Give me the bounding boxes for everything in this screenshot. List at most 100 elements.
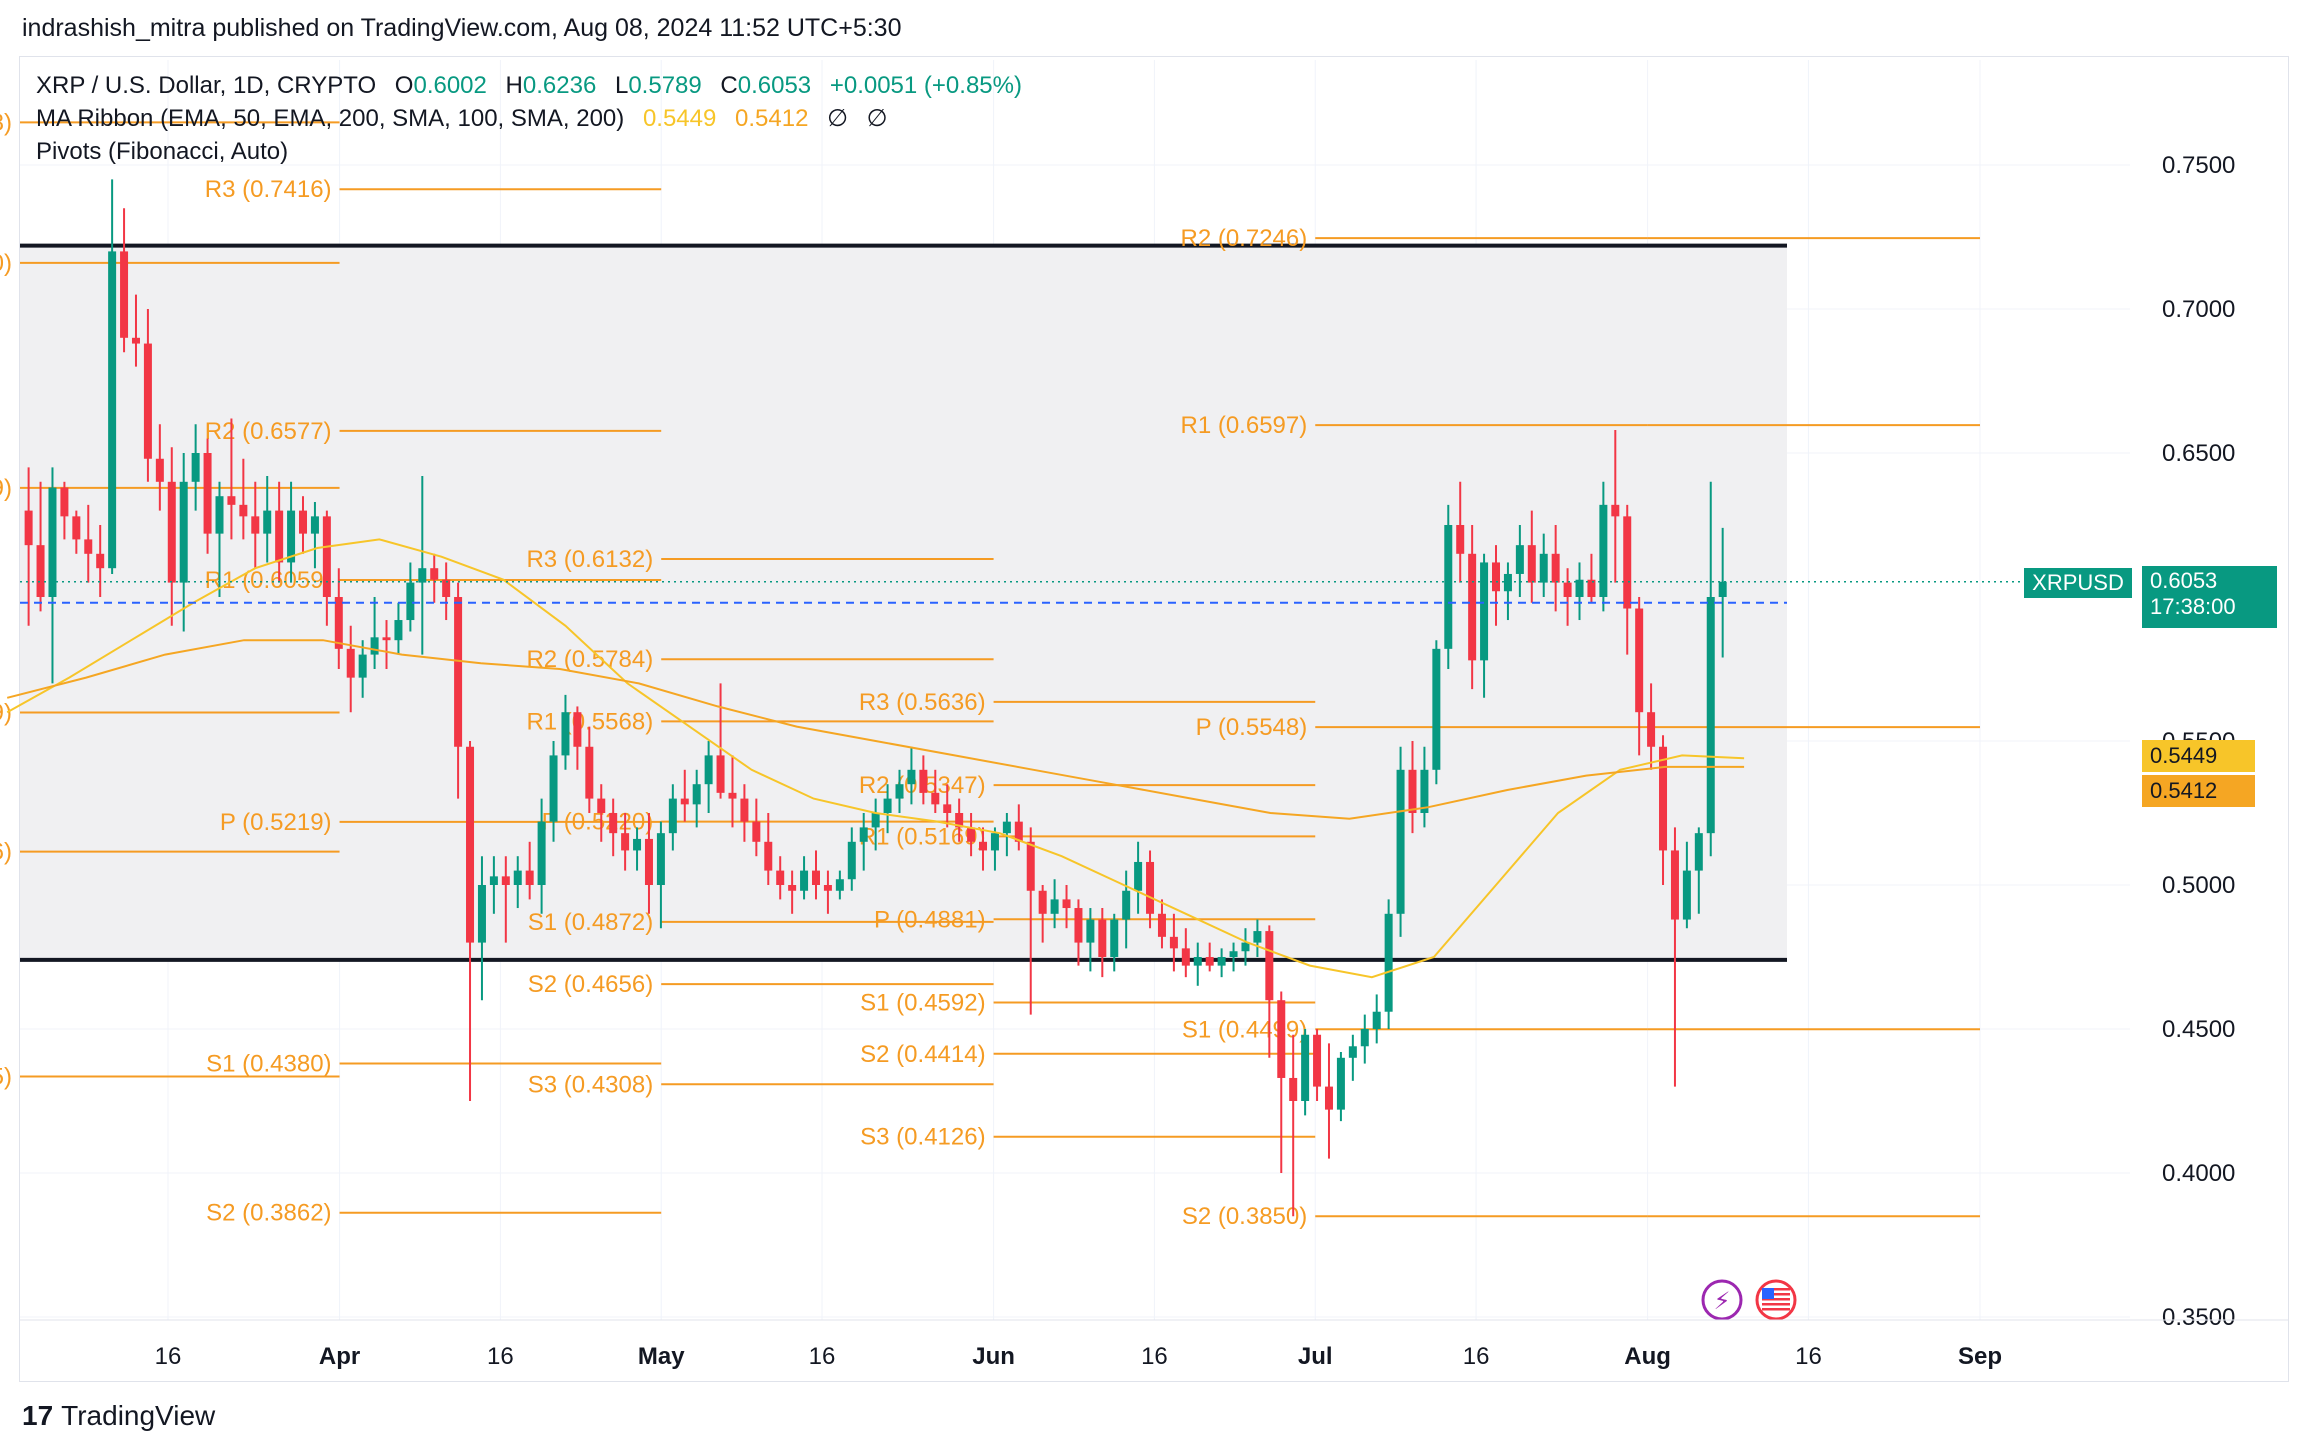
candle-body: [513, 870, 522, 885]
candle-body: [585, 746, 594, 799]
candle-body: [1420, 769, 1429, 813]
candle-body: [704, 755, 713, 785]
pivot-level-label: S3 (0.4335): [0, 1064, 12, 1091]
candle-body: [1456, 525, 1465, 554]
legend-close: 0.6053: [737, 72, 812, 99]
candle-body: [811, 870, 820, 885]
legend-open: 0.6002: [413, 72, 487, 99]
candle-body: [358, 654, 367, 678]
chart-frame: [19, 56, 2289, 1382]
candle-body: [823, 885, 832, 891]
y-axis-tick: 0.5000: [2162, 872, 2235, 899]
symbol-price-badge: XRPUSD: [2024, 568, 2132, 598]
legend-ma-ribbon[interactable]: MA Ribbon (EMA, 50, EMA, 200, SMA, 100, …: [36, 104, 888, 133]
candle-body: [394, 620, 403, 641]
legend-close-label: C: [720, 72, 738, 99]
pivot-level-label: R2 (0.6577): [205, 418, 332, 445]
x-axis-tick: 16: [1141, 1343, 1168, 1370]
pivot-level-label: S2 (0.5116): [0, 839, 12, 866]
tradingview-mark-icon: 17: [22, 1400, 54, 1431]
legend-symbol[interactable]: XRP / U.S. Dollar, 1D, CRYPTO: [36, 72, 377, 99]
candle-body: [1348, 1046, 1357, 1058]
legend-ma-value-1: 0.5449: [642, 105, 717, 132]
candle-body: [609, 813, 618, 834]
pivot-level-label: R1 (0.6597): [1180, 412, 1307, 439]
pivot-level-label: R3 (0.7416): [205, 176, 332, 203]
x-axis-tick: Jul: [1298, 1343, 1333, 1370]
x-axis-tick: Sep: [1958, 1343, 2002, 1370]
candle-body: [1181, 948, 1190, 966]
candle-body: [251, 516, 260, 534]
pivot-level-label: P (0.5219): [220, 809, 332, 836]
y-axis-tick: 0.7500: [2162, 152, 2235, 179]
candle-body: [1110, 919, 1119, 957]
x-axis-tick: 16: [487, 1343, 514, 1370]
candle-body: [1157, 913, 1166, 937]
candle-body: [859, 827, 868, 842]
candle-body: [334, 597, 343, 649]
candle-body: [239, 504, 248, 517]
pivot-level-label: R3 (0.5636): [859, 689, 986, 716]
candle-body: [990, 833, 999, 851]
candle-body: [1670, 850, 1679, 920]
candle-body: [883, 798, 892, 813]
pivot-level-label: R2 (0.5784): [526, 646, 653, 673]
candle-body: [895, 784, 904, 799]
candle-body: [454, 597, 463, 747]
candle-body: [1706, 597, 1715, 834]
candle-body: [1623, 516, 1632, 609]
flag-stripe: [1762, 1288, 1790, 1291]
y-axis-tick: 0.3500: [2162, 1304, 2235, 1331]
candle-body: [1682, 870, 1691, 920]
candle-body: [1563, 582, 1572, 597]
x-axis-tick: Apr: [319, 1343, 360, 1370]
tradingview-logo[interactable]: 17 TradingView: [22, 1400, 215, 1432]
candle-body: [322, 516, 331, 597]
candle-body: [692, 784, 701, 805]
candle-body: [1301, 1034, 1310, 1101]
candle-body: [36, 545, 45, 597]
candle-body: [573, 712, 582, 747]
candle-body: [919, 769, 928, 793]
candle-body: [788, 885, 797, 891]
pivot-level-label: S1 (0.5599): [0, 699, 12, 726]
candle-body: [847, 841, 856, 880]
pivot-level-label: S2 (0.4656): [528, 971, 653, 998]
x-axis-tick: Aug: [1624, 1343, 1671, 1370]
candle-body: [275, 510, 284, 563]
candle-body: [1527, 545, 1536, 583]
publisher-caption: indrashish_mitra published on TradingVie…: [22, 14, 902, 42]
candle-body: [1408, 769, 1417, 813]
candle-body: [621, 833, 630, 851]
ema50-badge: 0.5449: [2142, 740, 2255, 772]
candle-body: [1539, 553, 1548, 583]
pivot-level-label: S3 (0.4308): [528, 1071, 653, 1098]
pivot-level-label: S1 (0.4592): [860, 990, 985, 1017]
candle-body: [406, 582, 415, 621]
tradingview-wordmark: TradingView: [61, 1400, 216, 1431]
legend-open-label: O: [394, 72, 414, 99]
candle-body: [1062, 899, 1071, 909]
candle-body: [1277, 1000, 1286, 1078]
candle-body: [1444, 525, 1453, 649]
candle-body: [1205, 957, 1214, 966]
pivot-level-label: R2 (0.7246): [1180, 225, 1307, 252]
candle-body: [1217, 957, 1226, 966]
pivot-level-label: R1 (0.5169): [859, 823, 986, 850]
candle-body: [418, 568, 427, 583]
candle-body: [955, 813, 964, 828]
pivot-level-label: S1 (0.4872): [528, 909, 653, 936]
legend-low-label: L: [614, 72, 629, 99]
candle-body: [1265, 931, 1274, 1001]
candle-body: [1515, 545, 1524, 574]
pivot-level-label: P (0.6379): [0, 475, 12, 502]
candle-body: [501, 876, 510, 885]
candle-body: [179, 481, 188, 583]
legend-pivots[interactable]: Pivots (Fibonacci, Auto): [36, 138, 288, 166]
flag-stripe: [1762, 1303, 1790, 1306]
candle-body: [907, 769, 916, 785]
candle-body: [1551, 553, 1560, 583]
pivot-level-label: S2 (0.3850): [1182, 1203, 1307, 1230]
flag-stripe: [1762, 1298, 1790, 1301]
